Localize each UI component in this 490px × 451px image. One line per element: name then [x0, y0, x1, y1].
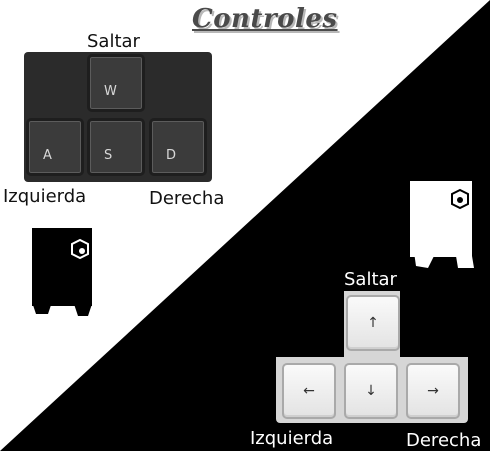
- eye-icon: [451, 188, 469, 210]
- jump-label-bottom: Saltar: [344, 269, 397, 290]
- black-player-character: [32, 228, 92, 316]
- jump-label-top: Saltar: [87, 31, 140, 52]
- left-foot-icon: [32, 296, 52, 314]
- right-label-top: Derecha: [149, 188, 225, 209]
- key-left-arrow[interactable]: ←: [282, 363, 336, 419]
- left-label-top: Izquierda: [3, 186, 87, 207]
- eye-icon: [71, 238, 89, 260]
- left-foot-icon: [414, 248, 434, 268]
- key-down-arrow[interactable]: ↓: [344, 363, 398, 419]
- left-label-bottom: Izquierda: [250, 428, 334, 449]
- key-w[interactable]: W: [87, 54, 145, 112]
- key-s[interactable]: S: [87, 118, 145, 176]
- key-a[interactable]: A: [26, 118, 84, 176]
- wasd-keypad: W A S D: [24, 52, 212, 182]
- white-player-character: [410, 181, 474, 268]
- right-label-bottom: Derecha: [406, 430, 482, 451]
- right-foot-icon: [456, 256, 474, 268]
- key-d[interactable]: D: [149, 118, 207, 176]
- page-title: Controles: [192, 4, 338, 34]
- key-right-arrow[interactable]: →: [406, 363, 460, 419]
- right-foot-icon: [74, 304, 92, 316]
- key-up-arrow[interactable]: ↑: [346, 295, 400, 351]
